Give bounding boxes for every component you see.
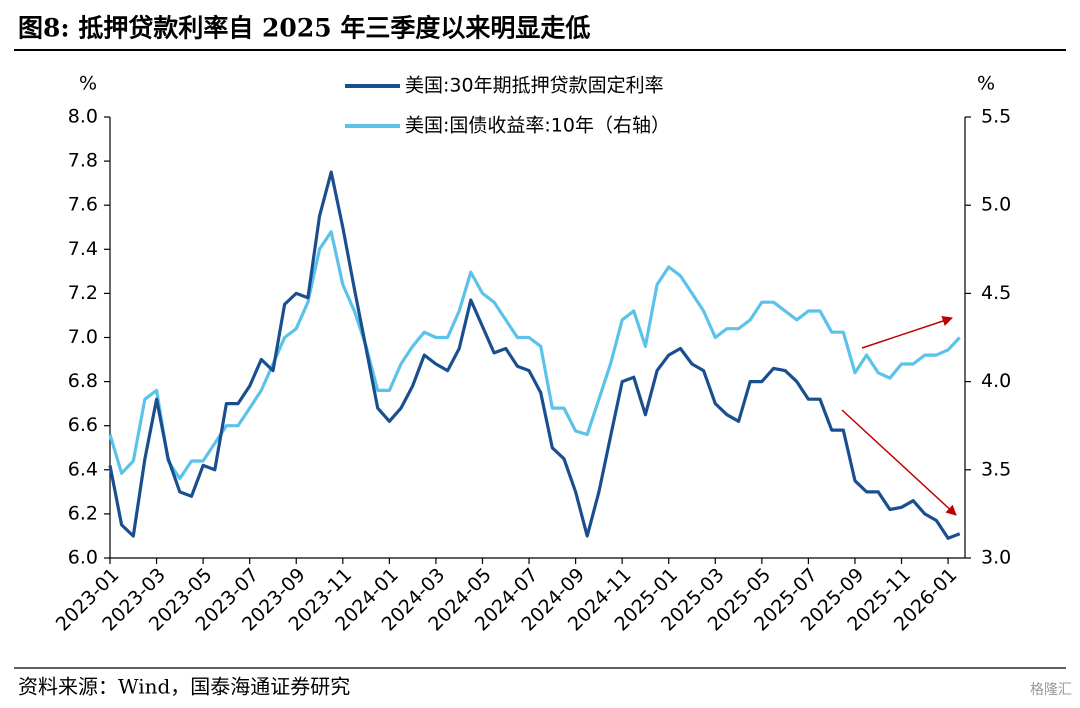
- y-tick-label: 6.0: [68, 547, 98, 569]
- legend-label: 美国:30年期抵押贷款固定利率: [405, 75, 664, 97]
- y2-tick-label: 5.0: [981, 194, 1011, 216]
- arrow: [841, 409, 957, 516]
- y2-tick-label: 5.5: [981, 106, 1011, 128]
- y-tick-label: 6.8: [68, 370, 98, 392]
- y-tick-label: 7.8: [68, 150, 98, 172]
- y-tick-label: 7.4: [68, 238, 98, 260]
- watermark: 格隆汇: [1030, 682, 1072, 698]
- y-tick-label: 7.0: [68, 326, 98, 348]
- y-tick-label: 8.0: [68, 106, 98, 128]
- y-tick-label: 6.2: [68, 502, 98, 524]
- arrow: [861, 316, 953, 349]
- source: 资料来源：Wind，国泰海通证券研究: [18, 675, 350, 699]
- y-tick-label: 6.4: [68, 458, 98, 480]
- series-line: [108, 230, 961, 481]
- y2-unit: %: [977, 73, 995, 95]
- y-tick-label: 6.6: [68, 414, 98, 436]
- y-unit: %: [79, 73, 97, 95]
- y-tick-label: 7.6: [68, 194, 98, 216]
- y2-tick-label: 4.5: [981, 282, 1011, 304]
- y2-tick-label: 4.0: [981, 370, 1011, 392]
- y2-tick-label: 3.0: [981, 547, 1011, 569]
- chart-title: 图8: 抵押贷款利率自 2025 年三季度以来明显走低: [18, 14, 590, 43]
- y-tick-label: 7.2: [68, 282, 98, 304]
- series-line: [108, 170, 961, 540]
- legend-label: 美国:国债收益率:10年（右轴）: [405, 115, 670, 137]
- y2-tick-label: 3.5: [981, 458, 1011, 480]
